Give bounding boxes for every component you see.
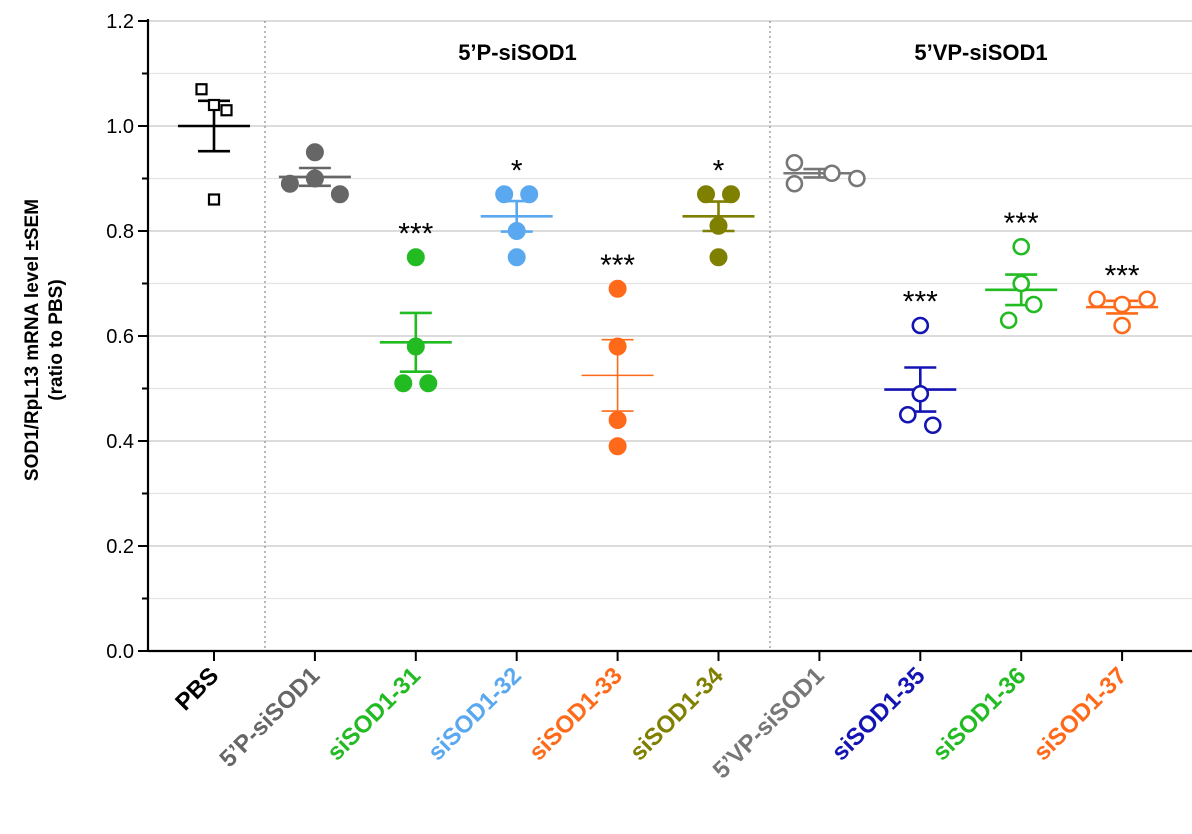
data-point <box>1088 290 1106 309</box>
group-label: 5’P-siSOD1 <box>458 40 577 65</box>
series-sisod1-35: *** <box>884 286 957 435</box>
data-point <box>722 185 740 204</box>
data-point <box>911 316 930 335</box>
x-tick-label: siSOD1-36 <box>927 662 1031 766</box>
series-sisod1-33: *** <box>581 249 654 456</box>
series-sisod1-31: *** <box>379 217 452 393</box>
x-tick-labels: PBS5’P-siSOD1siSOD1-31siSOD1-32siSOD1-33… <box>170 662 1132 784</box>
y-tick-label: 0.2 <box>106 536 134 558</box>
y-tick-label: 0.8 <box>106 221 134 243</box>
y-tick-label: 0.6 <box>106 326 134 348</box>
data-point <box>207 193 221 206</box>
group-separators <box>264 21 771 651</box>
data-point <box>305 169 324 188</box>
data-point <box>785 174 804 193</box>
data-point <box>507 222 526 240</box>
data-point <box>207 98 221 112</box>
significance-label: * <box>511 154 523 187</box>
significance-label: *** <box>600 249 635 282</box>
data-point <box>697 185 715 204</box>
significance-label: *** <box>1105 259 1140 292</box>
data-point <box>1012 237 1031 256</box>
series-5-vp-sisod1 <box>783 153 866 193</box>
data-point <box>823 164 841 183</box>
x-tick-label: siSOD1-37 <box>1028 662 1132 766</box>
data-point <box>1012 274 1031 293</box>
x-tick-label: siSOD1-31 <box>322 662 426 766</box>
series-sisod1-36: *** <box>985 207 1058 330</box>
y-tick-label: 1.0 <box>106 116 134 138</box>
axes: 0.0 0.2 0.4 0.6 0.8 1.0 1.2 <box>106 11 1192 663</box>
y-tick-label: 0.0 <box>106 641 134 663</box>
data-point <box>406 248 425 267</box>
data-point <box>195 83 208 96</box>
data-point <box>220 104 233 117</box>
data-point <box>848 169 866 188</box>
series-sisod1-32: * <box>480 154 553 267</box>
data-point <box>709 248 728 267</box>
group-label: 5’VP-siSOD1 <box>914 40 1047 65</box>
data-point <box>1138 290 1156 309</box>
data-point <box>1113 295 1131 314</box>
data-point <box>280 174 299 193</box>
group-labels: 5’P-siSOD1 5’VP-siSOD1 <box>458 40 1047 65</box>
data-point <box>520 185 539 204</box>
y-tick-label: 1.2 <box>106 11 134 33</box>
data-point <box>999 311 1018 330</box>
data-point <box>1024 295 1043 314</box>
data-point <box>709 216 728 235</box>
data-point <box>406 337 425 356</box>
data-point <box>394 374 413 393</box>
series-5-p-sisod1 <box>278 143 351 204</box>
significance-label: *** <box>1004 207 1039 240</box>
series-pbs <box>178 83 250 206</box>
data-point <box>495 185 514 204</box>
data-point <box>608 437 627 456</box>
x-tick-label: siSOD1-34 <box>625 662 729 766</box>
data-point <box>1113 316 1131 335</box>
data-point <box>330 185 349 204</box>
data-point <box>923 416 942 435</box>
data-point <box>419 374 438 393</box>
grid-lines <box>148 20 1192 600</box>
x-tick-label: siSOD1-33 <box>524 662 628 766</box>
data-point <box>305 143 324 162</box>
data-series: ***************** <box>178 83 1159 456</box>
data-point <box>608 279 627 298</box>
y-tick-label: 0.4 <box>106 431 134 453</box>
data-point <box>785 153 804 172</box>
x-tick-label: PBS <box>170 662 224 716</box>
x-tick-label: 5’P-siSOD1 <box>215 662 326 773</box>
series-sisod1-37: *** <box>1086 259 1159 335</box>
significance-label: *** <box>903 286 938 319</box>
series-sisod1-34: * <box>682 154 755 267</box>
data-point <box>507 248 526 267</box>
x-tick-label: siSOD1-32 <box>423 662 527 766</box>
data-point <box>911 384 930 403</box>
data-point <box>898 405 917 424</box>
data-point <box>608 337 627 356</box>
significance-label: *** <box>398 217 433 250</box>
significance-label: * <box>713 154 725 187</box>
data-point <box>608 411 627 429</box>
x-tick-label: siSOD1-35 <box>827 662 931 766</box>
